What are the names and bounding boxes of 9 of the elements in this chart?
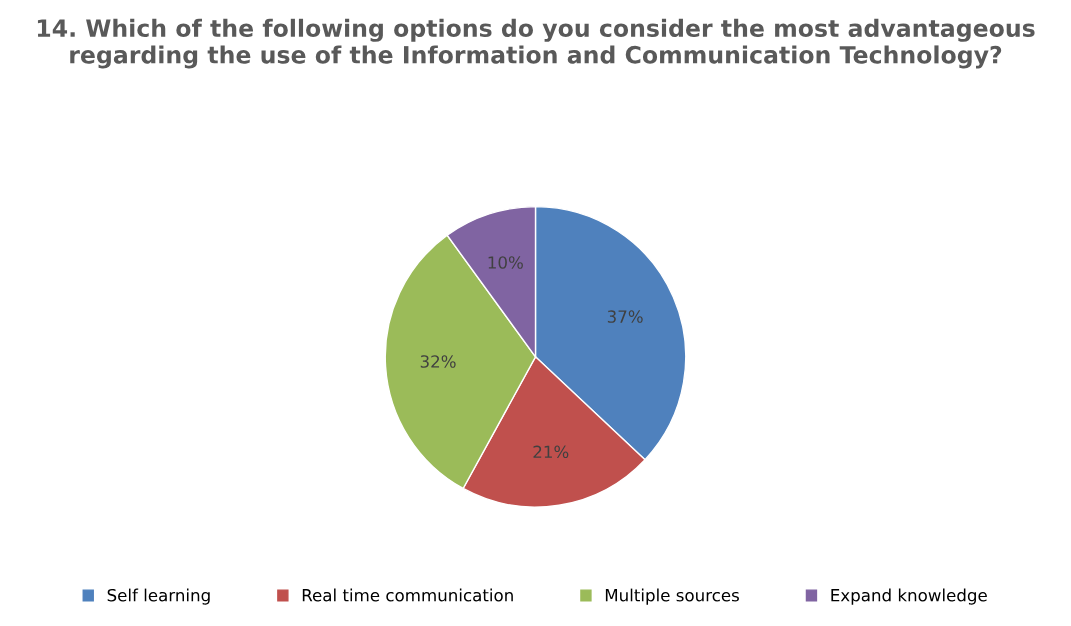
data-label: 21% bbox=[533, 445, 569, 459]
legend-label: Expand knowledge bbox=[831, 588, 987, 605]
legend-label: Real time communication bbox=[302, 588, 513, 602]
data-label: 37% bbox=[607, 310, 643, 323]
chart-title: 14. Which of the following options do you consider the most advantageous regarding the use of the Information and Communication Technology? bbox=[37, 18, 1035, 69]
data-label: 10% bbox=[488, 256, 523, 269]
legend-label: Multiple sources bbox=[605, 588, 739, 605]
data-label: 32% bbox=[420, 355, 456, 368]
legend-label: Self learning bbox=[107, 588, 210, 605]
